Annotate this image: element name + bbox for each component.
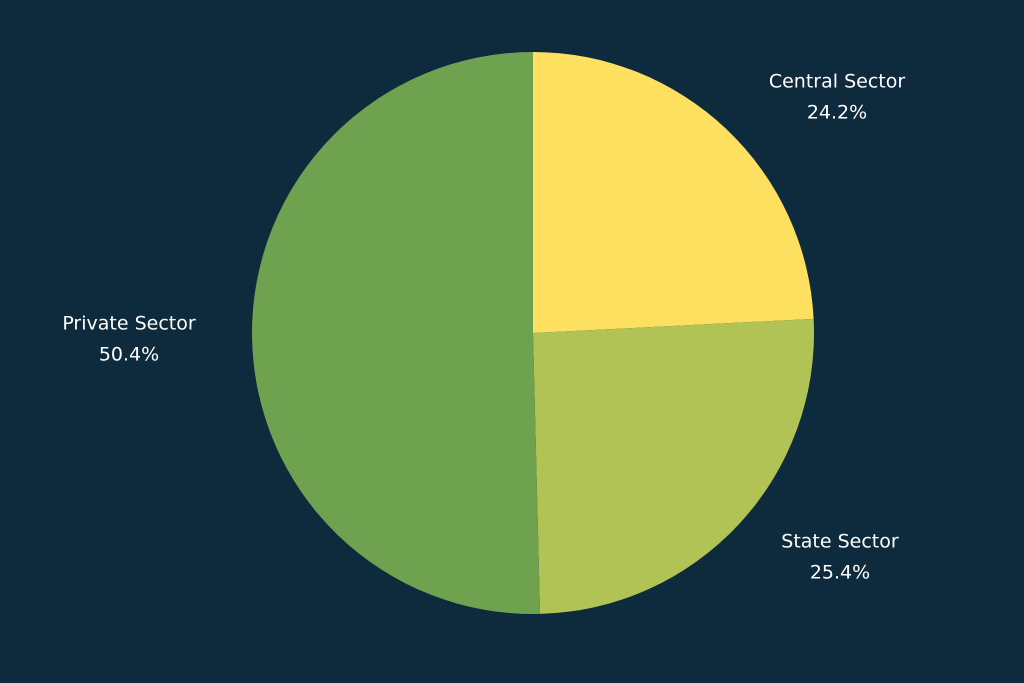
slice-label: Central Sector [769, 71, 905, 93]
slice-value-label: 24.2% [807, 102, 867, 124]
pie-slice [533, 318, 815, 614]
slice-label: Private Sector [62, 313, 196, 335]
slice-label: State Sector [781, 531, 899, 553]
pie-slice [533, 52, 814, 333]
slice-value-label: 50.4% [99, 344, 159, 366]
slice-value-label: 25.4% [810, 562, 870, 584]
pie-slice [251, 52, 541, 615]
